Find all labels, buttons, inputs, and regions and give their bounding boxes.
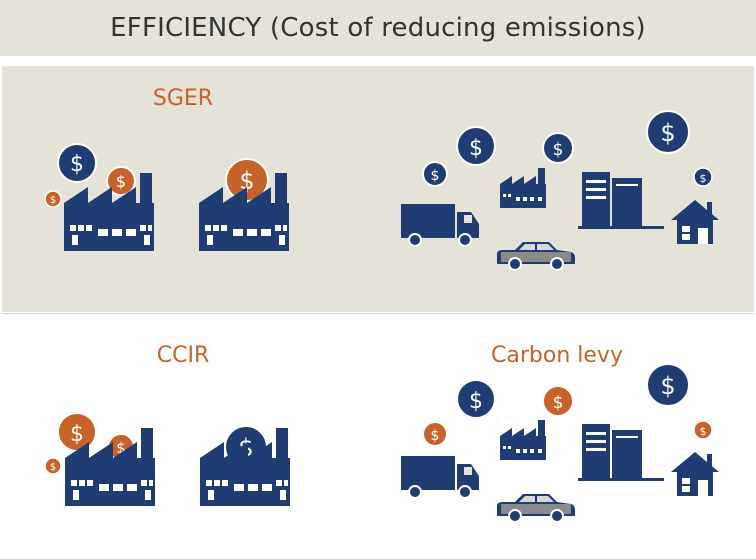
coin-icon: $: [57, 412, 97, 452]
factory-icon: [500, 168, 546, 208]
truck-icon: [400, 203, 480, 247]
coin-icon: $: [422, 161, 448, 187]
svg-text:$: $: [660, 372, 675, 400]
coin-icon: $: [542, 132, 574, 164]
coin-icon: $: [542, 385, 574, 417]
svg-text:$: $: [553, 140, 564, 160]
office-building-icon: [578, 172, 664, 229]
coin-icon: $: [422, 421, 448, 447]
coin-icon: $: [44, 190, 62, 208]
svg-text:$: $: [469, 389, 483, 414]
svg-text:$: $: [70, 152, 84, 177]
truck-icon: [400, 455, 480, 499]
label-sger: SGER: [152, 86, 214, 111]
coin-icon: $: [693, 420, 713, 440]
factory-icon: [500, 420, 546, 460]
office-building-icon: [578, 424, 664, 481]
title-bar: EFFICIENCY (Cost of reducing emissions): [0, 0, 756, 56]
house-icon: [671, 452, 719, 496]
label-ccir: CCIR: [156, 343, 210, 368]
house-icon: [671, 200, 719, 244]
svg-text:$: $: [239, 167, 254, 195]
svg-text:$: $: [553, 393, 564, 413]
coin-icon: $: [646, 110, 690, 154]
coin-icon: $: [44, 457, 62, 475]
car-icon: [496, 493, 576, 523]
svg-text:$: $: [700, 425, 707, 438]
coin-icon: $: [456, 126, 496, 166]
coin-icon: $: [693, 167, 713, 187]
svg-text:$: $: [700, 172, 707, 185]
svg-text:$: $: [50, 462, 56, 473]
coin-icon: $: [57, 143, 97, 183]
car-icon: [496, 241, 576, 271]
svg-text:$: $: [431, 168, 440, 184]
page-title: EFFICIENCY (Cost of reducing emissions): [110, 13, 646, 43]
svg-text:$: $: [469, 136, 483, 161]
svg-text:$: $: [116, 439, 126, 457]
coin-icon: $: [106, 166, 136, 196]
svg-text:$: $: [70, 422, 84, 447]
coin-icon: $: [646, 363, 690, 407]
svg-text:$: $: [660, 119, 675, 147]
svg-text:$: $: [431, 428, 440, 444]
svg-text:$: $: [50, 195, 56, 206]
svg-text:$: $: [116, 172, 126, 191]
label-carbon-levy: Carbon levy: [491, 343, 623, 368]
coin-icon: $: [456, 379, 496, 419]
